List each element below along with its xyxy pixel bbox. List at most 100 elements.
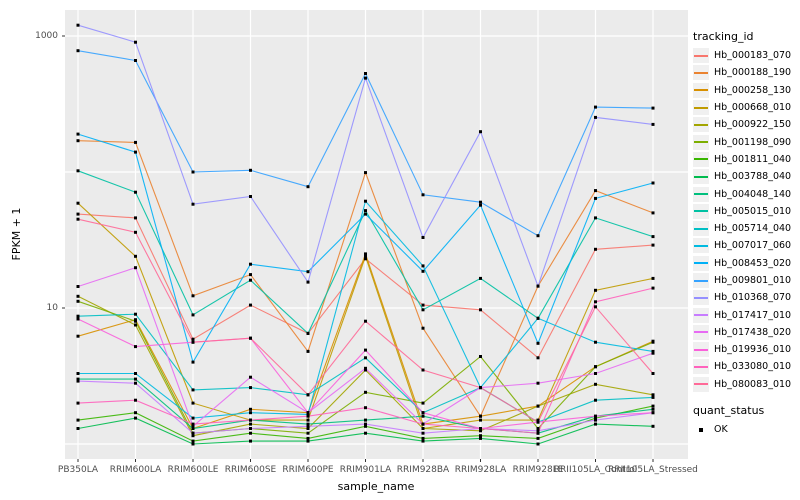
data-point[interactable] [249, 411, 252, 415]
data-point[interactable] [364, 252, 367, 256]
data-point[interactable] [364, 209, 367, 213]
data-point[interactable] [249, 431, 252, 435]
data-point[interactable] [191, 170, 195, 174]
data-point[interactable] [364, 390, 367, 394]
data-point[interactable] [249, 273, 252, 277]
data-point[interactable] [76, 377, 80, 381]
data-point[interactable] [421, 303, 425, 307]
data-point[interactable] [536, 381, 540, 385]
data-point[interactable] [594, 416, 597, 420]
data-point[interactable] [76, 23, 80, 27]
data-point[interactable] [479, 427, 482, 430]
data-point[interactable] [249, 386, 252, 390]
data-point[interactable] [134, 381, 137, 385]
legend-item-Hb_000258_130[interactable]: Hb_000258_130 [693, 82, 798, 99]
data-point[interactable] [364, 76, 367, 80]
data-point[interactable] [651, 411, 655, 415]
data-point[interactable] [651, 122, 655, 126]
legend-item-Hb_000922_150[interactable]: Hb_000922_150 [693, 116, 798, 133]
data-point[interactable] [651, 404, 655, 408]
data-point[interactable] [191, 337, 195, 341]
data-point[interactable] [594, 365, 597, 369]
data-point[interactable] [364, 319, 367, 323]
data-point[interactable] [306, 431, 310, 435]
data-point[interactable] [306, 412, 310, 416]
data-point[interactable] [134, 319, 137, 323]
data-point[interactable] [249, 407, 252, 411]
data-point[interactable] [479, 418, 482, 422]
data-point[interactable] [421, 427, 425, 430]
data-point[interactable] [134, 377, 137, 381]
data-point[interactable] [134, 266, 137, 270]
data-point[interactable] [191, 360, 195, 364]
data-point[interactable] [191, 442, 195, 446]
data-point[interactable] [594, 216, 597, 220]
data-point[interactable] [594, 418, 597, 422]
data-point[interactable] [479, 429, 482, 433]
data-point[interactable] [191, 313, 195, 317]
data-point[interactable] [76, 379, 80, 383]
data-point[interactable] [594, 414, 597, 418]
legend-item-Hb_033080_010[interactable]: Hb_033080_010 [693, 358, 798, 375]
data-point[interactable] [306, 439, 310, 443]
data-point[interactable] [76, 299, 80, 303]
data-point[interactable] [306, 185, 310, 189]
data-point[interactable] [479, 276, 482, 280]
data-point[interactable] [536, 404, 540, 408]
data-point[interactable] [421, 439, 425, 443]
data-point[interactable] [594, 422, 597, 426]
legend-item-quant-OK[interactable]: OK [693, 421, 798, 438]
legend-item-Hb_000188_190[interactable]: Hb_000188_190 [693, 64, 798, 81]
data-point[interactable] [364, 418, 367, 422]
data-point[interactable] [364, 171, 367, 175]
data-point[interactable] [594, 105, 597, 109]
data-point[interactable] [479, 436, 482, 440]
data-point[interactable] [651, 276, 655, 280]
data-point[interactable] [536, 356, 540, 360]
data-point[interactable] [594, 300, 597, 304]
data-point[interactable] [364, 257, 367, 261]
legend-item-Hb_001811_040[interactable]: Hb_001811_040 [693, 151, 798, 168]
data-point[interactable] [479, 308, 482, 312]
data-point[interactable] [421, 308, 425, 312]
data-point[interactable] [191, 202, 195, 206]
data-point[interactable] [651, 351, 655, 355]
data-point[interactable] [594, 196, 597, 200]
data-point[interactable] [134, 345, 137, 349]
data-point[interactable] [364, 366, 367, 370]
data-point[interactable] [479, 355, 482, 358]
data-point[interactable] [76, 427, 80, 430]
data-point[interactable] [191, 427, 195, 430]
data-point[interactable] [594, 189, 597, 193]
data-point[interactable] [594, 382, 597, 386]
data-point[interactable] [594, 340, 597, 344]
data-point[interactable] [536, 436, 540, 440]
data-point[interactable] [134, 254, 137, 258]
data-point[interactable] [421, 411, 425, 415]
data-point[interactable] [479, 414, 482, 418]
legend-item-Hb_004048_140[interactable]: Hb_004048_140 [693, 185, 798, 202]
data-point[interactable] [421, 401, 425, 405]
data-point[interactable] [249, 195, 252, 198]
data-point[interactable] [191, 431, 195, 435]
data-point[interactable] [364, 368, 367, 372]
data-point[interactable] [76, 314, 80, 318]
data-point[interactable] [479, 200, 482, 204]
legend-item-Hb_000668_010[interactable]: Hb_000668_010 [693, 99, 798, 116]
data-point[interactable] [76, 418, 80, 422]
data-point[interactable] [191, 422, 195, 426]
data-point[interactable] [364, 431, 367, 435]
data-point[interactable] [191, 401, 195, 405]
data-point[interactable] [191, 424, 195, 428]
data-point[interactable] [421, 422, 425, 426]
data-point[interactable] [134, 150, 137, 154]
data-point[interactable] [594, 288, 597, 292]
data-point[interactable] [651, 286, 655, 290]
data-point[interactable] [421, 414, 425, 418]
data-point[interactable] [306, 393, 310, 397]
data-point[interactable] [364, 422, 367, 426]
data-point[interactable] [306, 411, 310, 415]
data-point[interactable] [421, 326, 425, 330]
data-point[interactable] [249, 422, 252, 426]
data-point[interactable] [651, 211, 655, 215]
